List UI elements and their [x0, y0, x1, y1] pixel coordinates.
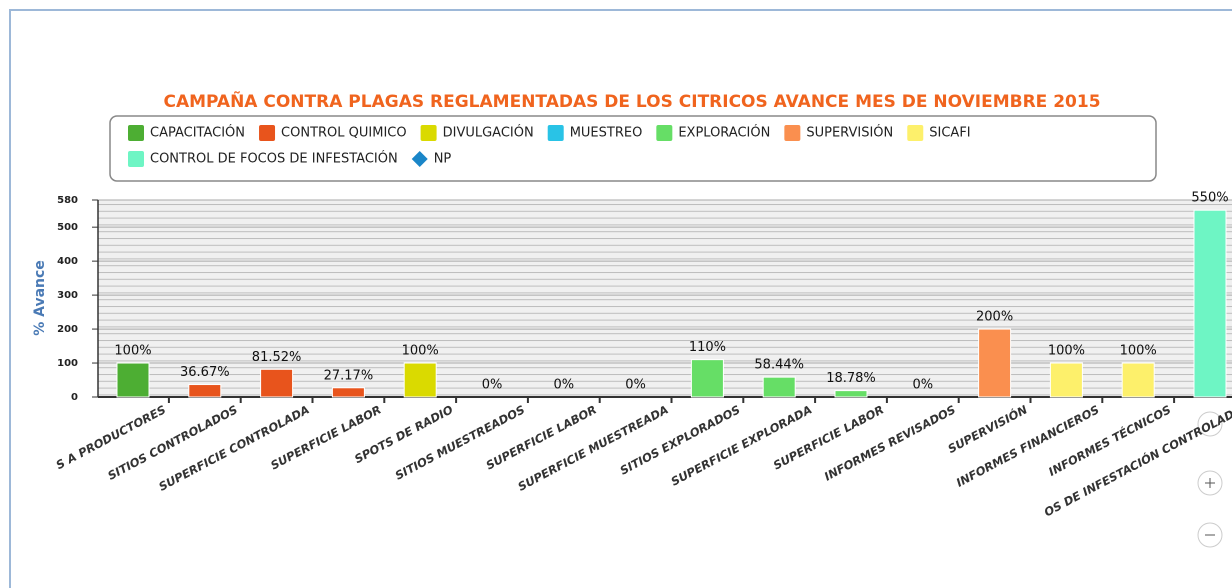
data-label: 81.52%: [252, 350, 302, 365]
legend-label: EXPLORACIÓN: [678, 125, 770, 141]
legend-marker: [420, 125, 437, 141]
bar: [762, 376, 796, 398]
legend-marker: [128, 151, 144, 167]
bar: [1049, 362, 1083, 398]
bar: [690, 359, 724, 398]
bar: [260, 368, 294, 398]
legend-marker: [784, 125, 801, 141]
legend-marker: [128, 125, 144, 141]
data-label: 100%: [1120, 344, 1157, 359]
data-label: 0%: [912, 378, 933, 393]
data-label: 550%: [1191, 191, 1228, 206]
data-label: 0%: [625, 378, 646, 393]
x-tick-label: SITIOS CONTROLADOS: [105, 402, 240, 482]
bar: [1121, 362, 1155, 398]
data-label: 0%: [553, 378, 574, 393]
data-label: 100%: [114, 344, 151, 359]
x-tick-label: INFORMES REVISADOS: [822, 402, 958, 483]
bar: [403, 362, 437, 398]
x-tick-label: SITIOS EXPLORADOS: [618, 402, 743, 477]
y-tick-label: 200: [57, 324, 78, 335]
legend-marker: [259, 125, 276, 141]
plot-background: [98, 200, 1232, 397]
data-label: 0%: [482, 378, 503, 393]
y-tick-label: 0: [71, 392, 78, 403]
chart-title: CAMPAÑA CONTRA PLAGAS REGLAMENTADAS DE L…: [163, 89, 1100, 112]
legend-label: CONTROL QUIMICO: [281, 126, 407, 141]
zoom-reset[interactable]: [1197, 411, 1223, 437]
x-tick-label: SITIOS MUESTREADOS: [393, 402, 527, 482]
bar: [1193, 209, 1227, 398]
bar: [116, 362, 150, 398]
zoom-controls: [1197, 411, 1223, 548]
data-label: 27.17%: [324, 368, 374, 383]
y-tick-label: 100: [57, 358, 78, 369]
data-label: 110%: [689, 340, 726, 355]
y-tick-label: 400: [57, 256, 78, 267]
frame: [9, 9, 1232, 588]
y-tick-label: 580: [57, 195, 78, 206]
bar: [978, 328, 1012, 398]
data-label: 200%: [976, 310, 1013, 325]
legend-box: [109, 115, 1157, 182]
x-tick-label: INFORMES TÉCNICOS: [1046, 401, 1174, 478]
legend-label: DIVULGACIÓN: [443, 125, 534, 141]
bar: [834, 390, 868, 398]
x-tick-label: SUPERFICIE EXPLORADA: [669, 402, 815, 488]
legend-marker: [656, 125, 673, 141]
legend-label: NP: [434, 152, 452, 167]
y-tick-label: 500: [57, 222, 78, 233]
data-label: 58.44%: [754, 358, 804, 373]
bar: [188, 384, 222, 398]
legend-label: MUESTREO: [570, 126, 643, 141]
y-tick-label: 300: [57, 290, 78, 301]
data-label: 100%: [402, 344, 439, 359]
data-label: 36.67%: [180, 365, 230, 380]
legend-marker: [547, 125, 564, 141]
bar: [331, 387, 365, 398]
legend-label: CONTROL DE FOCOS DE INFESTACIÓN: [150, 151, 398, 167]
legend-marker: [907, 125, 924, 141]
y-axis-label: % Avance: [32, 260, 48, 336]
data-label: 100%: [1048, 344, 1085, 359]
data-label: 18.78%: [826, 371, 876, 386]
legend-label: CAPACITACIÓN: [150, 125, 245, 141]
legend-label: SUPERVISIÓN: [806, 125, 893, 141]
legend-label: SICAFI: [929, 126, 970, 141]
legend-marker: [411, 151, 428, 167]
